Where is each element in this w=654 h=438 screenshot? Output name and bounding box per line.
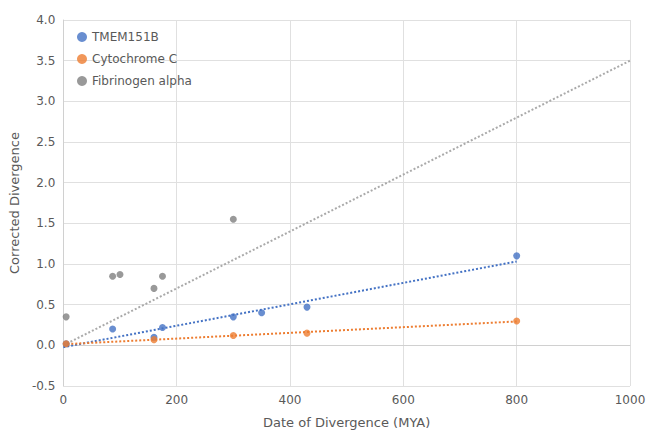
svg-text:2.5: 2.5	[36, 135, 55, 149]
svg-text:2.0: 2.0	[36, 176, 55, 190]
svg-text:600: 600	[392, 393, 415, 407]
svg-text:0.0: 0.0	[36, 338, 55, 352]
svg-text:4.0: 4.0	[36, 13, 55, 27]
svg-text:800: 800	[505, 393, 528, 407]
svg-text:Date of Divergence (MYA): Date of Divergence (MYA)	[263, 415, 430, 430]
svg-text:TMEM151B: TMEM151B	[91, 30, 159, 44]
svg-text:400: 400	[279, 393, 302, 407]
svg-text:Cytochrome C: Cytochrome C	[92, 52, 177, 66]
svg-text:1.0: 1.0	[36, 257, 55, 271]
svg-text:Corrected Divergence: Corrected Divergence	[7, 132, 22, 274]
svg-text:3.5: 3.5	[36, 54, 55, 68]
svg-text:0: 0	[59, 393, 67, 407]
svg-text:200: 200	[165, 393, 188, 407]
svg-text:1000: 1000	[615, 393, 646, 407]
svg-text:3.0: 3.0	[36, 94, 55, 108]
svg-text:0.5: 0.5	[36, 298, 55, 312]
svg-text:1.5: 1.5	[36, 216, 55, 230]
svg-text:-0.5: -0.5	[32, 379, 55, 393]
svg-text:Fibrinogen alpha: Fibrinogen alpha	[92, 74, 192, 88]
